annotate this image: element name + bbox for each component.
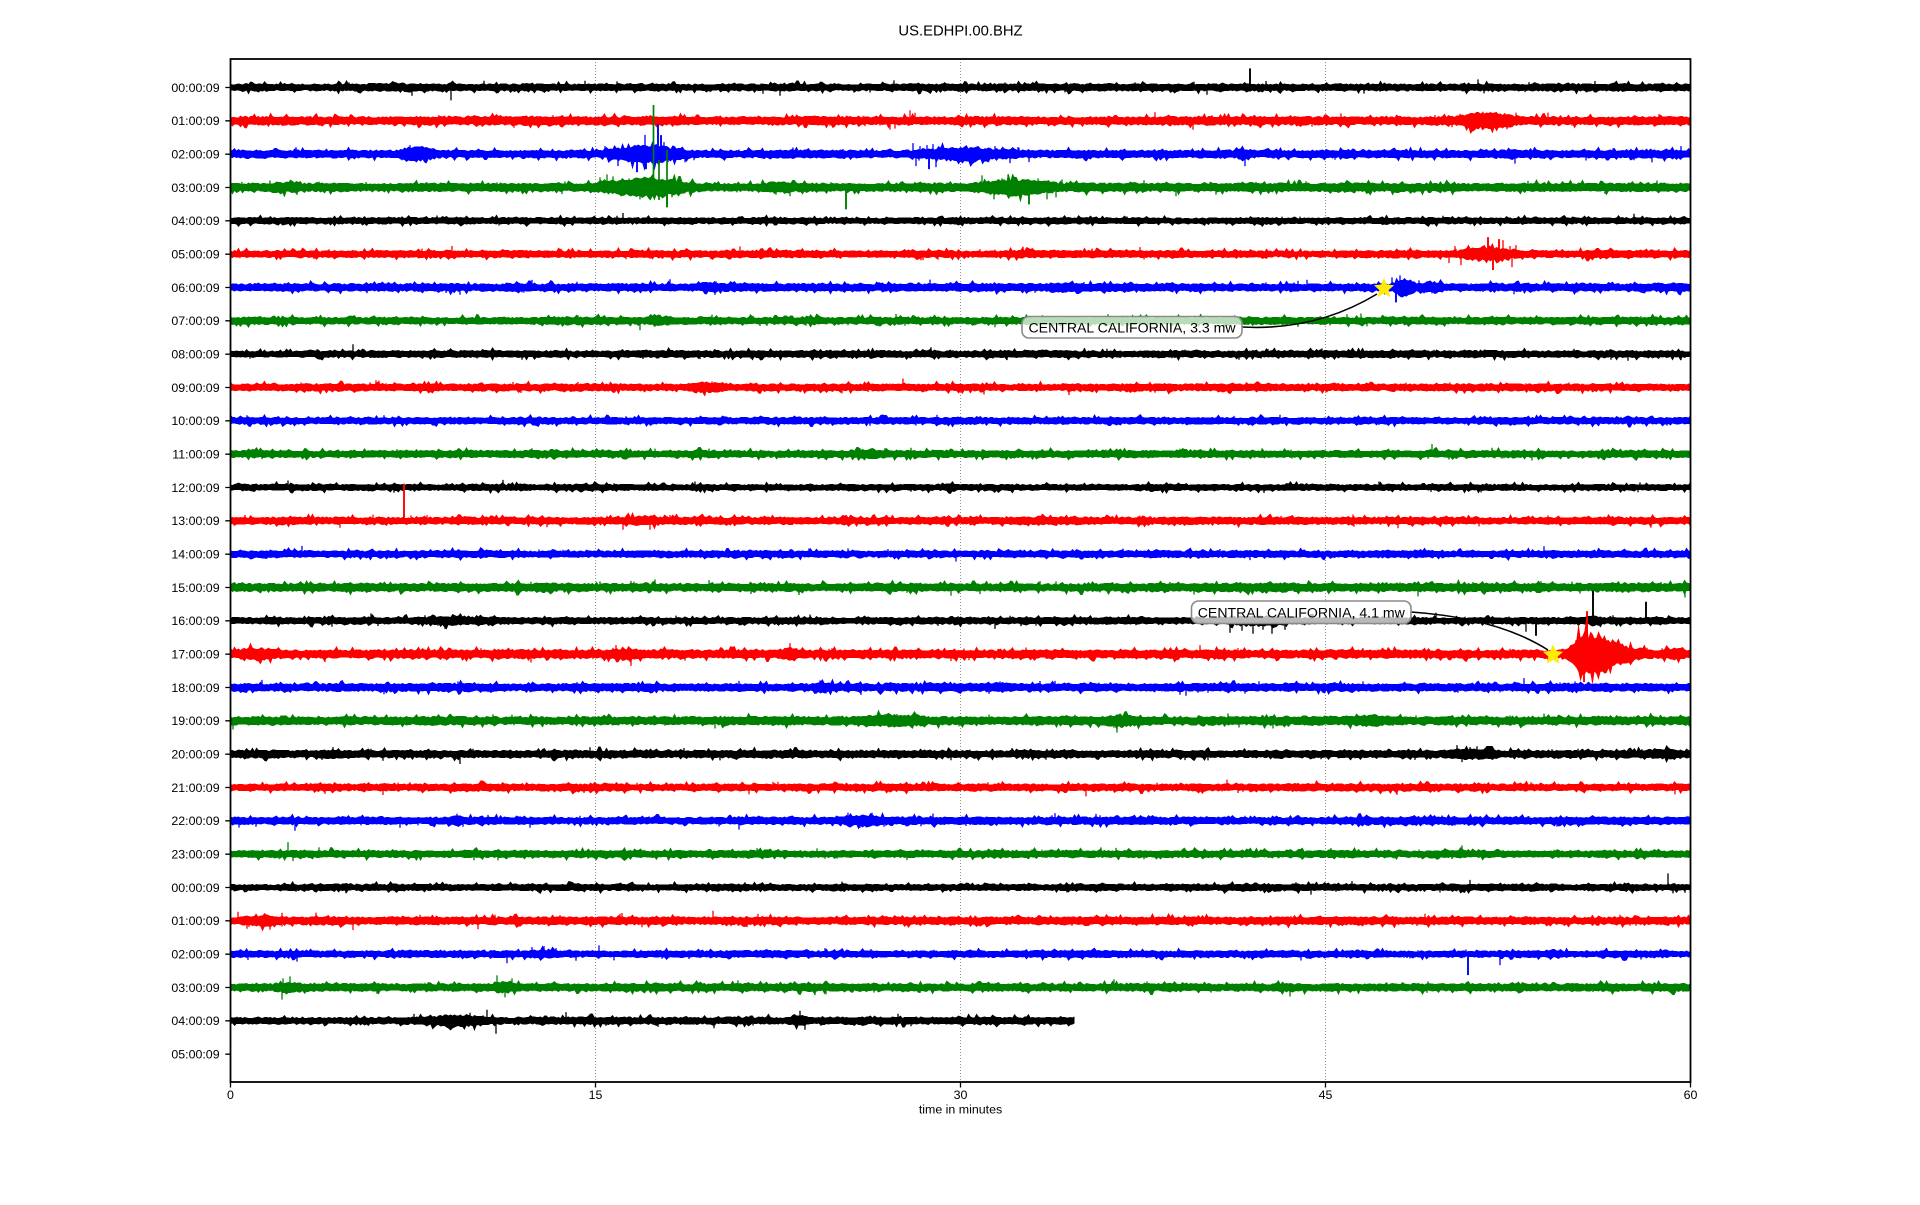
svg-text:05:00:09: 05:00:09 — [171, 248, 219, 262]
svg-text:09:00:09: 09:00:09 — [171, 381, 219, 395]
svg-text:11:00:09: 11:00:09 — [172, 448, 219, 462]
svg-text:10:00:09: 10:00:09 — [171, 414, 219, 428]
svg-text:08:00:09: 08:00:09 — [171, 348, 219, 362]
svg-text:20:00:09: 20:00:09 — [171, 748, 219, 762]
svg-text:21:00:09: 21:00:09 — [171, 781, 219, 795]
svg-text:19:00:09: 19:00:09 — [171, 714, 219, 728]
svg-text:02:00:09: 02:00:09 — [171, 148, 219, 162]
svg-text:04:00:09: 04:00:09 — [171, 1014, 219, 1028]
svg-text:15:00:09: 15:00:09 — [171, 581, 219, 595]
svg-text:00:00:09: 00:00:09 — [171, 81, 219, 95]
svg-text:01:00:09: 01:00:09 — [171, 914, 219, 928]
svg-text:12:00:09: 12:00:09 — [171, 481, 219, 495]
svg-text:17:00:09: 17:00:09 — [171, 648, 219, 662]
svg-text:13:00:09: 13:00:09 — [171, 514, 219, 528]
svg-text:60: 60 — [1684, 1088, 1698, 1102]
svg-text:30: 30 — [954, 1088, 968, 1102]
svg-text:15: 15 — [589, 1088, 603, 1102]
svg-text:16:00:09: 16:00:09 — [171, 614, 219, 628]
svg-text:06:00:09: 06:00:09 — [171, 281, 219, 295]
svg-text:CENTRAL CALIFORNIA, 3.3 mw: CENTRAL CALIFORNIA, 3.3 mw — [1028, 319, 1236, 335]
svg-text:23:00:09: 23:00:09 — [171, 848, 219, 862]
svg-text:CENTRAL CALIFORNIA, 4.1 mw: CENTRAL CALIFORNIA, 4.1 mw — [1198, 604, 1406, 620]
svg-text:00:00:09: 00:00:09 — [171, 881, 219, 895]
svg-text:14:00:09: 14:00:09 — [171, 548, 219, 562]
svg-text:US.EDHPI.00.BHZ: US.EDHPI.00.BHZ — [898, 24, 1022, 40]
svg-text:05:00:09: 05:00:09 — [171, 1048, 219, 1062]
svg-text:03:00:09: 03:00:09 — [171, 981, 219, 995]
svg-text:07:00:09: 07:00:09 — [171, 314, 219, 328]
svg-text:04:00:09: 04:00:09 — [171, 214, 219, 228]
svg-text:22:00:09: 22:00:09 — [171, 814, 219, 828]
svg-text:01:00:09: 01:00:09 — [171, 114, 219, 128]
svg-text:time in minutes: time in minutes — [919, 1102, 1002, 1116]
svg-text:45: 45 — [1319, 1088, 1333, 1102]
svg-text:18:00:09: 18:00:09 — [171, 681, 219, 695]
svg-text:0: 0 — [227, 1088, 234, 1102]
svg-text:02:00:09: 02:00:09 — [171, 948, 219, 962]
svg-text:03:00:09: 03:00:09 — [171, 181, 219, 195]
